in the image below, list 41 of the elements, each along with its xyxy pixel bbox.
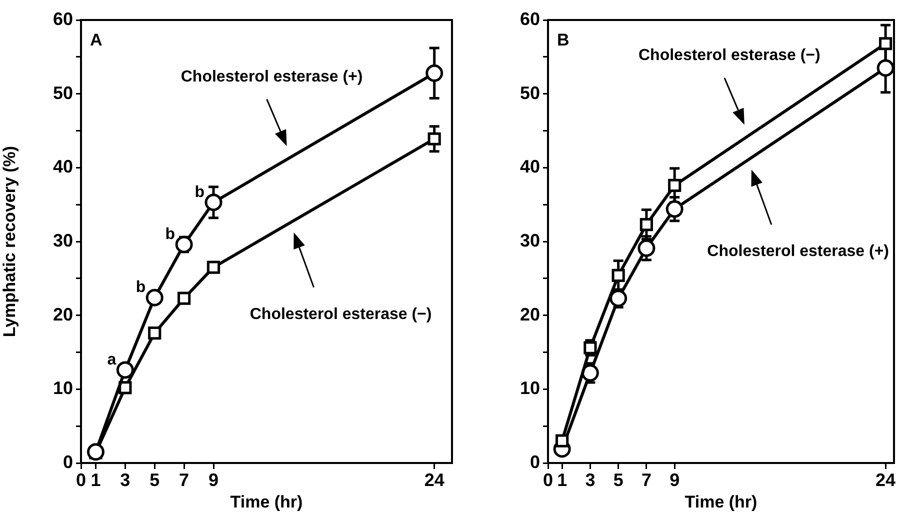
x-tick-label: 0 [76,470,86,490]
annotation: b [136,279,146,296]
x-tick-label: 3 [585,470,596,490]
y-tick-label: 10 [520,378,540,398]
x-axis-title: Time (hr) [230,492,303,512]
annotation: B [557,30,570,50]
annotation: a [107,351,116,368]
x-tick-label: 5 [613,470,624,490]
y-tick-label: 40 [52,156,73,177]
text: Cholesterol esterase (−) [250,306,432,323]
x-tick-label: 3 [120,470,130,490]
y-tick-label: 10 [52,378,73,398]
annotation: A [90,30,102,50]
y-tick-label: 50 [520,82,540,103]
x-tick-label: 24 [424,470,444,490]
x-tick-label: 5 [150,470,160,490]
y-tick-label: 60 [520,8,540,29]
x-axis-title: Time (hr) [684,492,758,512]
x-tick-label: 1 [90,470,101,490]
y-tick-label: 20 [52,304,73,324]
y-tick-label: 60 [52,8,73,29]
x-tick-label: 7 [641,470,652,490]
y-tick-label: 20 [520,304,540,324]
text: Cholesterol esterase (+) [707,243,890,260]
annotation: b [194,184,205,201]
y-axis-title: Lymphatic recovery (%) [0,146,19,338]
x-tick-label: 9 [208,470,219,490]
x-tick-label: 24 [876,470,896,490]
series-label: Cholesterol esterase (+) [180,68,363,86]
x-tick-label: 7 [179,470,190,490]
y-tick-label: 50 [52,82,73,103]
x-tick-label: 1 [557,470,568,490]
x-tick-label: 0 [542,470,554,490]
y-tick-label: 0 [62,452,73,472]
y-tick-label: 40 [520,156,540,177]
annotation: b [165,226,176,243]
y-tick-label: 0 [530,452,540,472]
y-tick-label: 30 [520,230,540,250]
y-tick-label: 30 [52,230,73,250]
x-tick-label: 9 [670,470,680,490]
series-label: Cholesterol esterase (−) [638,47,820,64]
